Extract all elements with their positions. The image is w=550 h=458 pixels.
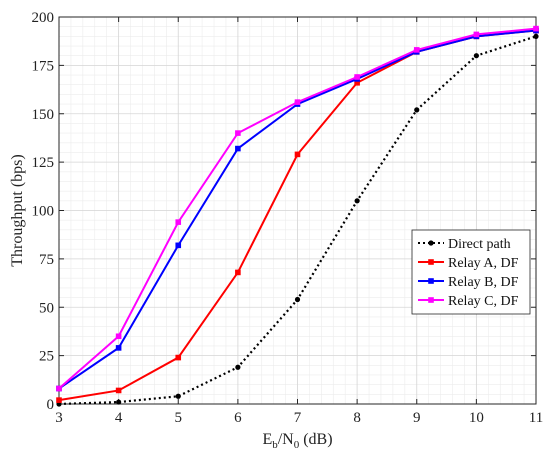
data-point [294, 296, 301, 303]
y-tick-label: 125 [32, 155, 55, 171]
x-tick-label: 7 [294, 410, 302, 426]
data-point [473, 31, 480, 38]
y-tick-label: 175 [32, 58, 55, 74]
data-point [354, 198, 360, 204]
x-tick-label: 5 [175, 410, 183, 426]
x-tick-label: 11 [529, 410, 543, 426]
data-point [533, 25, 539, 32]
legend-marker [428, 297, 434, 303]
data-point [473, 53, 479, 59]
data-point [235, 130, 241, 136]
y-tick-label: 200 [32, 10, 55, 26]
data-point [294, 99, 301, 105]
legend-label: Relay A, DF [448, 256, 519, 271]
y-axis-ticks: 0 25 50 75 100 125 150 175 200 [32, 10, 536, 413]
legend-marker [428, 240, 434, 246]
x-tick-label: 6 [234, 410, 242, 426]
data-point [414, 107, 420, 113]
data-point [115, 345, 122, 351]
data-point [294, 151, 301, 158]
legend-item: Direct path [418, 237, 511, 252]
legend-item: Relay B, DF [418, 275, 519, 290]
legend-item: Relay A, DF [418, 256, 519, 271]
x-tick-label: 4 [115, 410, 123, 426]
x-tick-label: 9 [413, 410, 421, 426]
y-tick-label: 75 [39, 252, 54, 268]
legend-marker [428, 259, 434, 265]
legend: Direct path Relay A, DF Relay B, DF Relay C… [411, 229, 531, 315]
data-point [175, 242, 182, 249]
x-axis-label: Eb/N0 (dB) [262, 431, 332, 451]
y-tick-label: 25 [39, 349, 54, 365]
legend-label: Relay B, DF [448, 275, 519, 290]
data-point [115, 333, 122, 340]
y-tick-label: 100 [32, 204, 55, 220]
data-point [115, 387, 122, 394]
grid [58, 16, 537, 405]
data-point [175, 354, 182, 361]
data-point [413, 47, 420, 53]
data-point [235, 364, 241, 370]
legend-label: Relay C, DF [448, 294, 519, 309]
data-point [235, 269, 241, 276]
data-point [354, 74, 360, 80]
y-tick-label: 150 [32, 107, 55, 123]
data-point [235, 145, 241, 152]
legend-label: Direct path [448, 237, 511, 252]
data-point [175, 393, 181, 399]
data-point [56, 397, 62, 403]
x-tick-label: 10 [469, 410, 484, 426]
x-tick-label: 3 [55, 410, 63, 426]
x-axis-ticks: 3 4 5 6 7 8 9 10 11 [55, 17, 543, 426]
series-relay-c-df [56, 25, 539, 392]
x-tick-label: 8 [353, 410, 361, 426]
data-point [116, 399, 122, 405]
data-point [175, 219, 182, 225]
y-tick-label: 50 [39, 300, 54, 316]
data-point [533, 33, 539, 39]
y-tick-label: 0 [47, 397, 55, 413]
data-point [56, 385, 62, 392]
legend-marker [428, 278, 434, 284]
data-point [354, 79, 360, 86]
legend-item: Relay C, DF [418, 294, 519, 309]
series-layer [56, 25, 539, 407]
y-axis-label: Throughput (bps) [9, 154, 26, 266]
